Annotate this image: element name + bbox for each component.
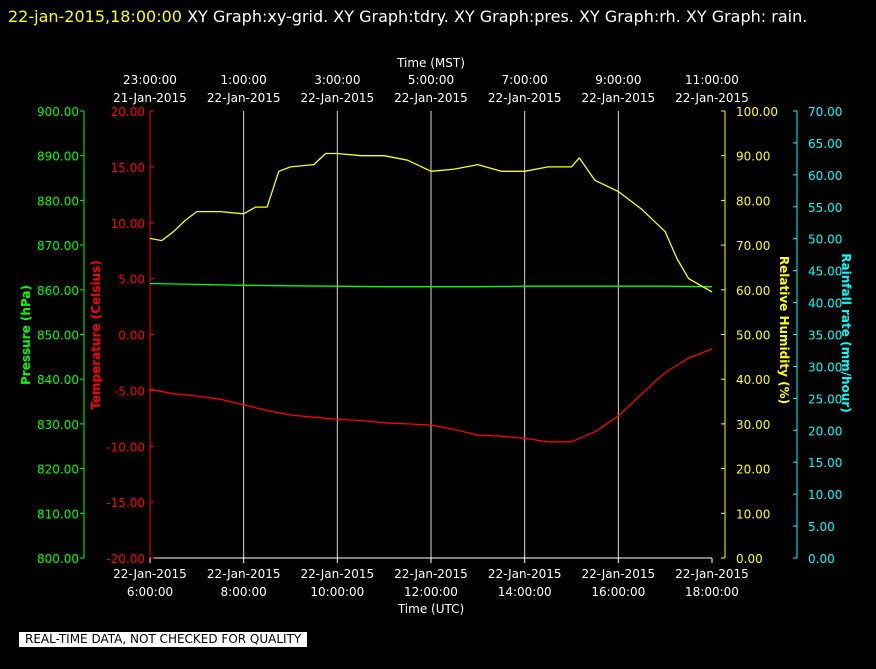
temperature-tick-label: -20.00 [106, 552, 145, 566]
humidity-tick-label: 70.00 [736, 239, 770, 253]
temperature-tick-label: -10.00 [106, 440, 145, 454]
rain-tick-label: 35.00 [808, 329, 842, 343]
top-tick-date: 22-Jan-2015 [207, 91, 281, 105]
bottom-axis-title: Time (UTC) [397, 602, 464, 616]
temperature-tick-label: 10.00 [111, 217, 145, 231]
top-tick-time: 3:00:00 [314, 73, 360, 87]
temperature-axis-title: Temperature (Celsius) [89, 260, 103, 409]
bottom-tick-time: 14:00:00 [498, 585, 552, 599]
pressure-axis-title: Pressure (hPa) [19, 285, 33, 385]
pressure-series-line [149, 282, 713, 288]
rain-tick-label: 5.00 [808, 520, 835, 534]
rain-axis-title: Rainfall rate (mm/hour) [839, 253, 853, 412]
humidity-tick-label: 20.00 [736, 463, 770, 477]
bottom-tick-date: 22-Jan-2015 [207, 567, 281, 581]
quality-notice: REAL-TIME DATA, NOT CHECKED FOR QUALITY [19, 632, 308, 647]
pressure-tick-label: 810.00 [37, 507, 79, 521]
top-tick-time: 7:00:00 [502, 73, 548, 87]
top-tick-date: 22-Jan-2015 [488, 91, 562, 105]
bottom-tick-date: 22-Jan-2015 [582, 567, 656, 581]
temperature-tick-label: 20.00 [111, 105, 145, 119]
rain-tick-label: 65.00 [808, 137, 842, 151]
temperature-tick-label: -5.00 [114, 384, 145, 398]
graph-title-list: XY Graph:xy-grid. XY Graph:tdry. XY Grap… [187, 7, 808, 26]
humidity-axis-title: Relative Humidity (%) [777, 256, 791, 404]
bottom-tick-time: 8:00:00 [221, 585, 267, 599]
humidity-series-line [149, 152, 713, 293]
bottom-tick-time: 12:00:00 [404, 585, 458, 599]
humidity-tick-label: 50.00 [736, 329, 770, 343]
pressure-tick-label: 890.00 [37, 150, 79, 164]
rain-tick-label: 20.00 [808, 424, 842, 438]
top-tick-time: 11:00:00 [685, 73, 739, 87]
rain-tick-label: 0.00 [808, 552, 835, 566]
rain-tick-label: 30.00 [808, 360, 842, 374]
top-tick-date: 21-Jan-2015 [113, 91, 187, 105]
rain-tick-label: 10.00 [808, 488, 842, 502]
temperature-tick-label: -15.00 [106, 496, 145, 510]
humidity-tick-label: 80.00 [736, 194, 770, 208]
bottom-tick-date: 22-Jan-2015 [675, 567, 749, 581]
timestamp: 22-jan-2015,18:00:00 [8, 7, 182, 26]
humidity-tick-label: 0.00 [736, 552, 763, 566]
bottom-tick-date: 22-Jan-2015 [301, 567, 375, 581]
temperature-tick-label: 0.00 [118, 329, 145, 343]
rain-tick-label: 55.00 [808, 201, 842, 215]
bottom-tick-date: 22-Jan-2015 [394, 567, 468, 581]
temperature-series-line [149, 348, 713, 443]
bottom-tick-time: 10:00:00 [310, 585, 364, 599]
rain-tick-label: 40.00 [808, 297, 842, 311]
bottom-tick-time: 16:00:00 [591, 585, 645, 599]
humidity-tick-label: 10.00 [736, 507, 770, 521]
bottom-tick-date: 22-Jan-2015 [113, 567, 187, 581]
rain-tick-label: 50.00 [808, 233, 842, 247]
graph-header: 22-jan-2015,18:00:00 XY Graph:xy-grid. X… [8, 3, 868, 30]
pressure-tick-label: 830.00 [37, 418, 79, 432]
rain-tick-label: 60.00 [808, 169, 842, 183]
bottom-tick-date: 22-Jan-2015 [488, 567, 562, 581]
bottom-tick-time: 6:00:00 [127, 585, 173, 599]
top-tick-time: 23:00:00 [123, 73, 177, 87]
temperature-tick-label: 15.00 [111, 161, 145, 175]
top-tick-date: 22-Jan-2015 [675, 91, 749, 105]
pressure-tick-label: 860.00 [37, 284, 79, 298]
humidity-tick-label: 90.00 [736, 150, 770, 164]
humidity-tick-label: 100.00 [736, 105, 778, 119]
humidity-tick-label: 30.00 [736, 418, 770, 432]
humidity-tick-label: 40.00 [736, 373, 770, 387]
top-tick-date: 22-Jan-2015 [394, 91, 468, 105]
pressure-tick-label: 840.00 [37, 373, 79, 387]
pressure-tick-label: 820.00 [37, 463, 79, 477]
temperature-tick-label: 5.00 [118, 273, 145, 287]
humidity-tick-label: 60.00 [736, 284, 770, 298]
pressure-tick-label: 850.00 [37, 329, 79, 343]
top-tick-time: 5:00:00 [408, 73, 454, 87]
top-tick-time: 9:00:00 [595, 73, 641, 87]
top-tick-date: 22-Jan-2015 [301, 91, 375, 105]
pressure-tick-label: 800.00 [37, 552, 79, 566]
pressure-tick-label: 880.00 [37, 194, 79, 208]
rain-tick-label: 25.00 [808, 392, 842, 406]
rain-tick-label: 70.00 [808, 105, 842, 119]
top-axis-title: Time (MST) [396, 56, 465, 70]
pressure-tick-label: 870.00 [37, 239, 79, 253]
top-tick-date: 22-Jan-2015 [582, 91, 656, 105]
bottom-tick-time: 18:00:00 [685, 585, 739, 599]
pressure-tick-label: 900.00 [37, 105, 79, 119]
rain-tick-label: 15.00 [808, 456, 842, 470]
rain-tick-label: 45.00 [808, 265, 842, 279]
top-tick-time: 1:00:00 [221, 73, 267, 87]
